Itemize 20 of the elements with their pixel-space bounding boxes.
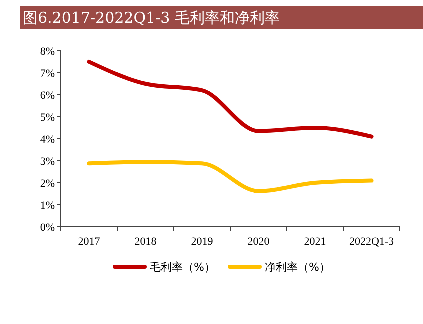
y-tick-label: 2% [40,178,55,190]
legend-label: 净利率（%） [265,261,330,274]
chart-title: 图6.2017-2022Q1-3 毛利率和净利率 [23,9,280,27]
y-tick-label: 1% [40,200,55,212]
x-tick-label: 2017 [78,236,101,248]
y-tick-label: 5% [40,112,55,124]
x-tick-label: 2020 [248,236,270,248]
y-tick-label: 6% [40,90,55,102]
y-tick-label: 3% [40,156,55,168]
line-series [87,60,374,139]
x-tick-label: 2018 [134,236,158,248]
line-series [87,160,374,194]
x-tick-label: 2022Q1-3 [349,236,395,248]
x-tick-label: 2021 [304,236,326,248]
y-tick-label: 4% [40,134,55,146]
legend-label: 毛利率（%） [150,261,216,274]
x-tick-label: 2019 [191,236,214,248]
y-tick-label: 7% [40,68,55,80]
y-tick-label: 0% [40,222,55,234]
y-tick-label: 8% [40,46,55,58]
